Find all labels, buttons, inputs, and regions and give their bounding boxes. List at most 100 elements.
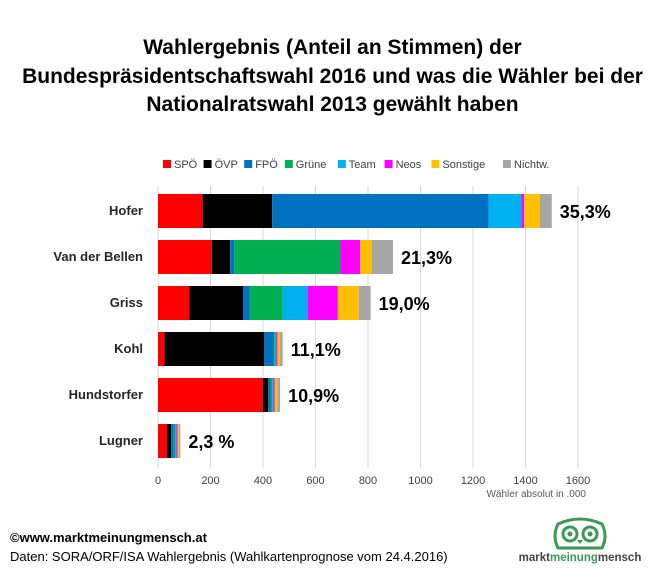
x-tick-label: 800 [359, 475, 377, 487]
legend-swatch [284, 160, 293, 168]
legend-swatch [244, 160, 253, 168]
bar-segment [263, 378, 269, 412]
bar-segment [158, 286, 190, 320]
bar-segment [521, 194, 525, 228]
logo-text-part1: markt [518, 552, 550, 564]
bar-segment [307, 286, 338, 320]
bar-segment [270, 378, 273, 412]
bar-segment [272, 194, 489, 228]
bar-segment [539, 194, 552, 228]
logo-text-part3: mensch [597, 552, 642, 564]
bar-segment [268, 378, 271, 412]
bar-segment [167, 424, 172, 458]
legend-label: Nichtw. [514, 159, 549, 171]
logo-text-part2: meinung [549, 552, 598, 564]
title-line-2: Bundespräsidentschaftswahl 2016 und was … [22, 64, 643, 88]
category-label: Griss [110, 295, 143, 310]
bar-segment [173, 424, 176, 458]
bar-segment [158, 424, 168, 458]
percent-label: 11,1% [291, 340, 341, 360]
category-labels: Hofer Van der Bellen Griss Kohl Hundstorfer L… [53, 203, 143, 448]
bar-segment [360, 240, 372, 274]
legend-label: Grüne [296, 159, 327, 171]
x-tick-labels: 0 200 400 600 800 1000 1200 1400 1600 [155, 475, 590, 487]
x-tick-label: 1400 [513, 475, 537, 487]
bar-segment [337, 286, 359, 320]
legend-swatch [503, 160, 511, 168]
logo: marktmeinungmensch [510, 516, 650, 572]
logo-text: marktmeinungmensch [510, 552, 650, 564]
percent-label: 2,3 % [188, 432, 234, 452]
copyright-text: ©www.marktmeinungmensch.at [10, 530, 207, 545]
category-label: Kohl [114, 341, 143, 356]
category-label: Hundstorfer [69, 387, 143, 402]
percent-label: 10,9% [288, 386, 339, 406]
legend: SPÖ ÖVP FPÖ Grüne Team Neos Sonstige Nichtw. [163, 159, 549, 171]
chart-title: Wahlergebnis (Anteil an Stimmen) der Bun… [0, 34, 665, 120]
bar-segment [264, 332, 274, 366]
category-label: Lugner [99, 433, 143, 448]
bar-segment [488, 194, 522, 228]
bar-segment [524, 194, 540, 228]
bar-segment [164, 332, 265, 366]
source-text: Daten: SORA/ORF/ISA Wahlergebnis (Wahlka… [10, 549, 448, 564]
legend-label: Neos [396, 159, 422, 171]
bar-segment [280, 332, 283, 366]
category-label: Van der Bellen [53, 249, 143, 264]
bar-segment [277, 332, 281, 366]
bar-segment [171, 424, 174, 458]
bar-segment [176, 424, 178, 458]
bar-segment [274, 378, 278, 412]
legend-swatch [337, 160, 346, 168]
x-tick-label: 200 [201, 475, 219, 487]
bar-segment [273, 378, 275, 412]
bar-segment [358, 286, 371, 320]
legend-label: Sonstige [442, 159, 485, 171]
bar-segment [276, 332, 278, 366]
bar-segment [234, 240, 341, 274]
bar-segment [158, 240, 212, 274]
x-tick-label: 1200 [461, 475, 485, 487]
bar-segment [340, 240, 361, 274]
bar-segment [189, 286, 244, 320]
bar-segment [211, 240, 231, 274]
bar-segment [158, 332, 165, 366]
bar-segment [273, 332, 275, 366]
category-label: Hofer [109, 203, 143, 218]
bar-segment [243, 286, 250, 320]
x-tick-label: 1600 [566, 475, 590, 487]
bar-segment [202, 194, 273, 228]
bar-segment [274, 332, 277, 366]
bar-segment [175, 424, 177, 458]
bar-segment [230, 240, 235, 274]
x-tick-label: 1000 [408, 475, 432, 487]
legend-swatch [203, 160, 212, 168]
bar-segment [177, 424, 179, 458]
legend-label: FPÖ [255, 159, 278, 171]
stacked-bar-chart: SPÖ ÖVP FPÖ Grüne Team Neos Sonstige Nichtw. Ho… [53, 159, 610, 500]
legend-label: ÖVP [215, 159, 238, 171]
legend-swatch [431, 160, 440, 168]
bar-segment [277, 378, 281, 412]
bar-segment [179, 424, 181, 458]
percent-label: 19,0% [379, 294, 430, 314]
legend-label: SPÖ [174, 159, 198, 171]
percent-label: 21,3% [401, 248, 452, 268]
owl-logo-icon [553, 517, 607, 550]
legend-swatch [163, 160, 171, 168]
legend-label: Team [349, 159, 376, 171]
bar-segment [249, 286, 283, 320]
bar-segment [158, 194, 203, 228]
x-tick-label: 400 [254, 475, 272, 487]
percent-label: 35,3% [560, 202, 611, 222]
legend-swatch [384, 160, 393, 168]
title-line-1: Wahlergebnis (Anteil an Stimmen) der [143, 36, 522, 59]
bar-segment [272, 378, 274, 412]
bars [158, 194, 552, 458]
percent-labels: 35,3% 21,3% 19,0% 11,1% 10,9% 2,3 % [188, 202, 610, 452]
bar-segment [371, 240, 393, 274]
bar-segment [282, 286, 308, 320]
x-tick-label: 0 [155, 475, 161, 487]
x-axis-label: Wähler absolut in .000 [486, 489, 586, 500]
title-line-3: Nationalratswahl 2013 gewählt haben [146, 93, 519, 116]
